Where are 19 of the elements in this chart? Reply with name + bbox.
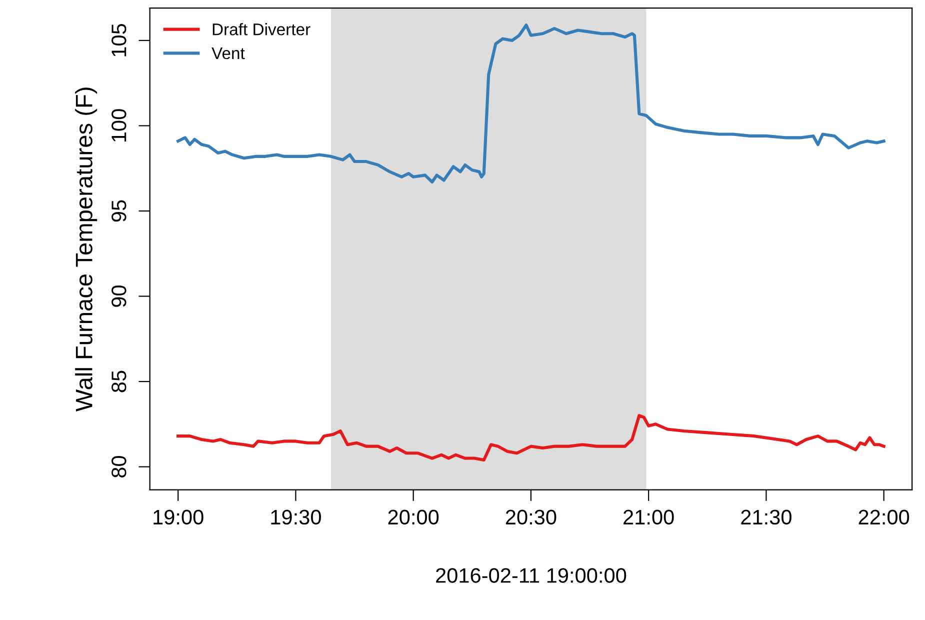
legend-label: Vent	[212, 48, 245, 60]
y-tick-label: 95	[112, 200, 126, 222]
x-tick-label: 20:30	[506, 510, 556, 525]
x-tick-label: 19:30	[271, 510, 321, 525]
line-series	[176, 414, 886, 462]
x-tick-label: 22:00	[858, 510, 910, 525]
x-tick-label: 19:00	[154, 510, 204, 525]
x-axis-title: 2016-02-11 19:00:00	[436, 568, 626, 583]
line-series	[176, 24, 886, 184]
x-tick-label: 20:00	[388, 510, 439, 525]
x-tick-label: 21:00	[624, 510, 674, 525]
y-tick-label: 85	[112, 370, 126, 392]
y-tick-label: 90	[112, 285, 126, 307]
y-tick-label: 105	[112, 24, 126, 56]
y-tick-label: 100	[112, 109, 126, 142]
y-axis-title: Wall Furnace Temperatures (F)	[75, 88, 98, 412]
x-tick-label: 21:30	[741, 510, 792, 525]
y-tick-label: 80	[112, 456, 126, 478]
legend-label: Draft Diverter	[212, 23, 310, 36]
